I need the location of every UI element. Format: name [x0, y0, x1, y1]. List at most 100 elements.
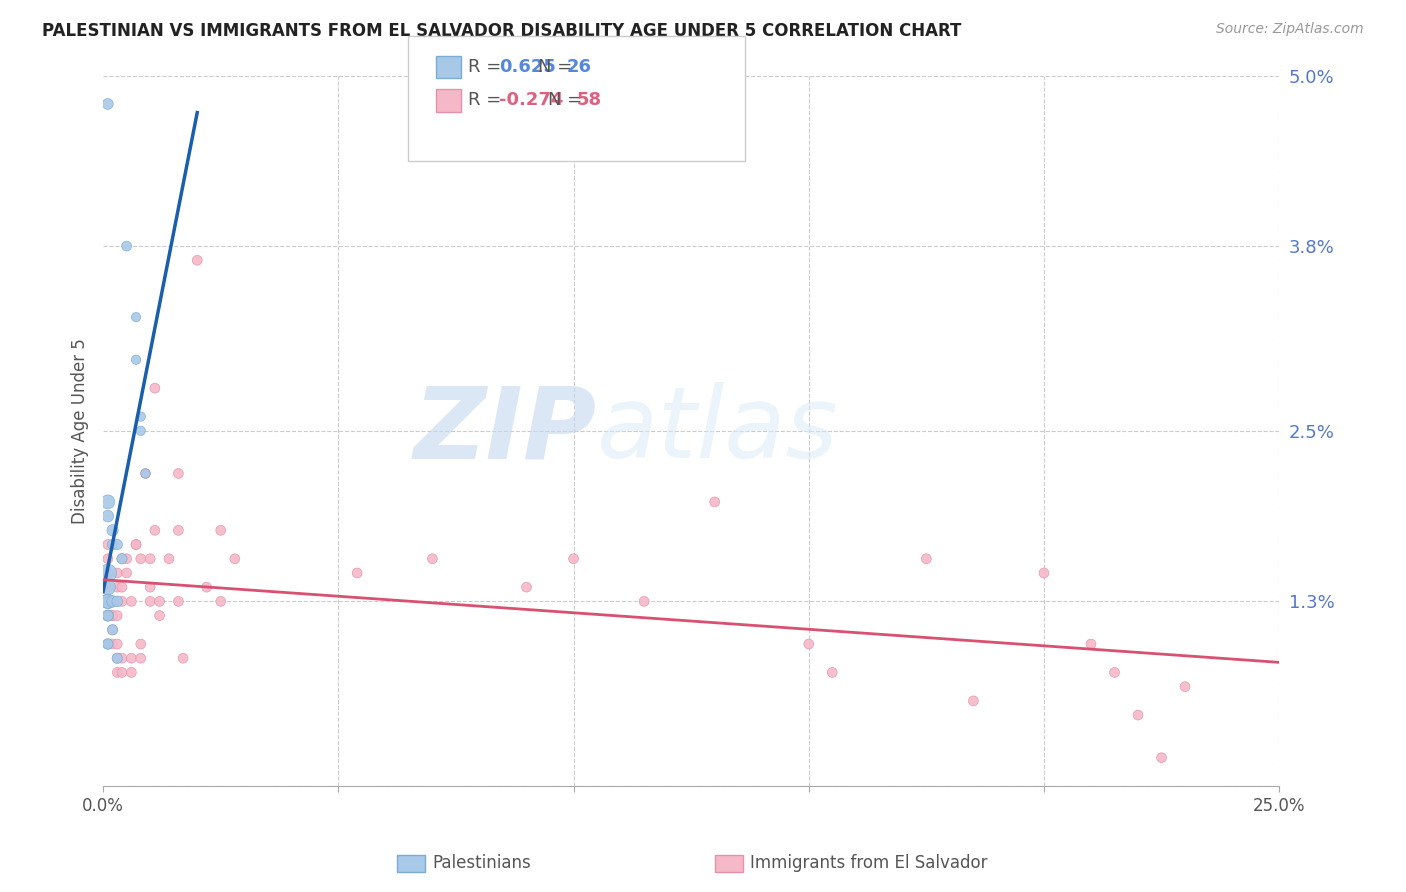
Point	[346, 566, 368, 580]
Point	[97, 608, 120, 623]
Point	[97, 608, 120, 623]
Point	[97, 608, 120, 623]
Point	[111, 651, 134, 665]
Point	[125, 537, 148, 551]
Point	[115, 239, 138, 253]
Point	[97, 594, 120, 608]
Point	[120, 594, 142, 608]
Point	[224, 551, 246, 566]
Point	[101, 623, 124, 637]
Point	[125, 352, 148, 367]
Point	[1080, 637, 1102, 651]
Point	[209, 594, 232, 608]
Point	[139, 551, 162, 566]
Point	[134, 467, 156, 481]
Text: ZIP: ZIP	[413, 383, 598, 479]
Point	[167, 467, 190, 481]
Point	[101, 537, 124, 551]
Point	[105, 566, 128, 580]
Point	[172, 651, 194, 665]
Point	[148, 594, 170, 608]
Point	[143, 524, 166, 538]
Point	[915, 551, 938, 566]
Point	[1033, 566, 1056, 580]
Point	[129, 637, 152, 651]
Point	[105, 594, 128, 608]
Point	[167, 594, 190, 608]
Point	[105, 637, 128, 651]
Point	[105, 651, 128, 665]
Point	[97, 495, 120, 509]
Point	[97, 580, 120, 594]
Point	[97, 594, 120, 608]
Point	[962, 694, 984, 708]
Point	[111, 580, 134, 594]
Point	[797, 637, 820, 651]
Point	[97, 637, 120, 651]
Point	[157, 551, 180, 566]
Point	[105, 580, 128, 594]
Point	[148, 608, 170, 623]
Point	[120, 651, 142, 665]
Point	[97, 551, 120, 566]
Point	[105, 665, 128, 680]
Point	[105, 651, 128, 665]
Y-axis label: Disability Age Under 5: Disability Age Under 5	[72, 338, 89, 524]
Point	[633, 594, 655, 608]
Point	[120, 665, 142, 680]
Point	[111, 594, 134, 608]
Point	[111, 551, 134, 566]
Point	[167, 524, 190, 538]
Point	[139, 594, 162, 608]
Point	[115, 551, 138, 566]
Text: Palestinians: Palestinians	[432, 855, 531, 872]
Point	[703, 495, 725, 509]
Text: 26: 26	[567, 58, 592, 76]
Text: atlas: atlas	[598, 383, 839, 479]
Point	[105, 594, 128, 608]
Point	[422, 551, 444, 566]
Text: Source: ZipAtlas.com: Source: ZipAtlas.com	[1216, 22, 1364, 37]
Point	[97, 594, 120, 608]
Point	[101, 637, 124, 651]
Point	[139, 580, 162, 594]
Point	[125, 310, 148, 325]
Point	[101, 608, 124, 623]
Point	[97, 637, 120, 651]
Text: R =: R =	[468, 91, 508, 109]
Text: 0.625: 0.625	[499, 58, 555, 76]
Point	[821, 665, 844, 680]
Point	[101, 524, 124, 538]
Point	[129, 551, 152, 566]
Point	[105, 608, 128, 623]
Point	[129, 409, 152, 424]
Point	[129, 651, 152, 665]
Point	[1150, 750, 1173, 764]
Point	[97, 608, 120, 623]
Point	[1174, 680, 1197, 694]
Point	[134, 467, 156, 481]
Point	[562, 551, 585, 566]
Point	[105, 537, 128, 551]
Point	[129, 424, 152, 438]
Point	[111, 551, 134, 566]
Point	[115, 566, 138, 580]
Point	[97, 566, 120, 580]
Point	[97, 537, 120, 551]
Point	[209, 524, 232, 538]
Point	[97, 97, 120, 112]
Text: -0.274: -0.274	[499, 91, 564, 109]
Point	[125, 537, 148, 551]
Point	[1126, 708, 1149, 723]
Text: Immigrants from El Salvador: Immigrants from El Salvador	[749, 855, 987, 872]
Point	[101, 594, 124, 608]
Point	[97, 594, 120, 608]
Point	[111, 665, 134, 680]
Text: PALESTINIAN VS IMMIGRANTS FROM EL SALVADOR DISABILITY AGE UNDER 5 CORRELATION CH: PALESTINIAN VS IMMIGRANTS FROM EL SALVAD…	[42, 22, 962, 40]
Text: 58: 58	[576, 91, 602, 109]
Point	[101, 608, 124, 623]
Text: R =: R =	[468, 58, 508, 76]
Point	[97, 608, 120, 623]
Point	[143, 381, 166, 395]
Point	[101, 623, 124, 637]
